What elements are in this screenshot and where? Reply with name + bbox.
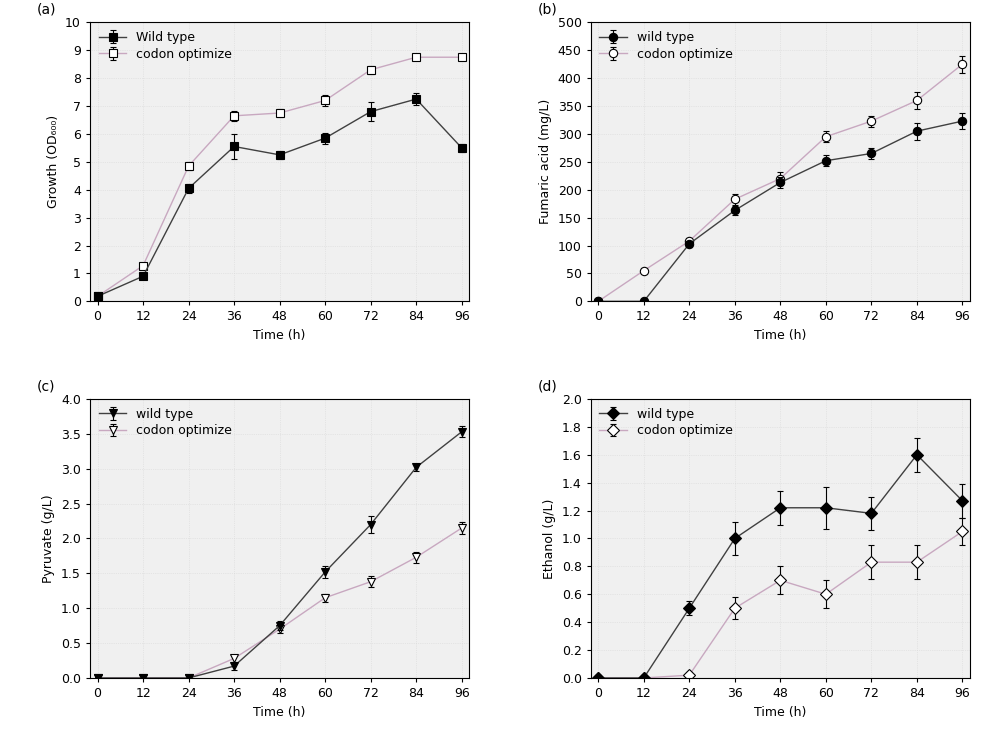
Text: (a): (a) <box>37 3 56 17</box>
Text: (d): (d) <box>538 379 557 393</box>
X-axis label: Time (h): Time (h) <box>754 706 807 718</box>
Legend: wild type, codon optimize: wild type, codon optimize <box>594 26 738 66</box>
X-axis label: Time (h): Time (h) <box>253 706 306 718</box>
Y-axis label: Ethanol (g/L): Ethanol (g/L) <box>543 498 556 579</box>
Y-axis label: Growth (OD₆₀₀): Growth (OD₆₀₀) <box>47 115 60 209</box>
Y-axis label: Pyruvate (g/L): Pyruvate (g/L) <box>42 494 55 583</box>
Legend: Wild type, codon optimize: Wild type, codon optimize <box>94 26 237 66</box>
Text: (b): (b) <box>538 3 557 17</box>
Legend: wild type, codon optimize: wild type, codon optimize <box>594 403 738 443</box>
X-axis label: Time (h): Time (h) <box>253 329 306 342</box>
Y-axis label: Fumaric acid (mg/L): Fumaric acid (mg/L) <box>539 99 552 224</box>
Text: (c): (c) <box>37 379 55 393</box>
Legend: wild type, codon optimize: wild type, codon optimize <box>94 403 237 443</box>
X-axis label: Time (h): Time (h) <box>754 329 807 342</box>
